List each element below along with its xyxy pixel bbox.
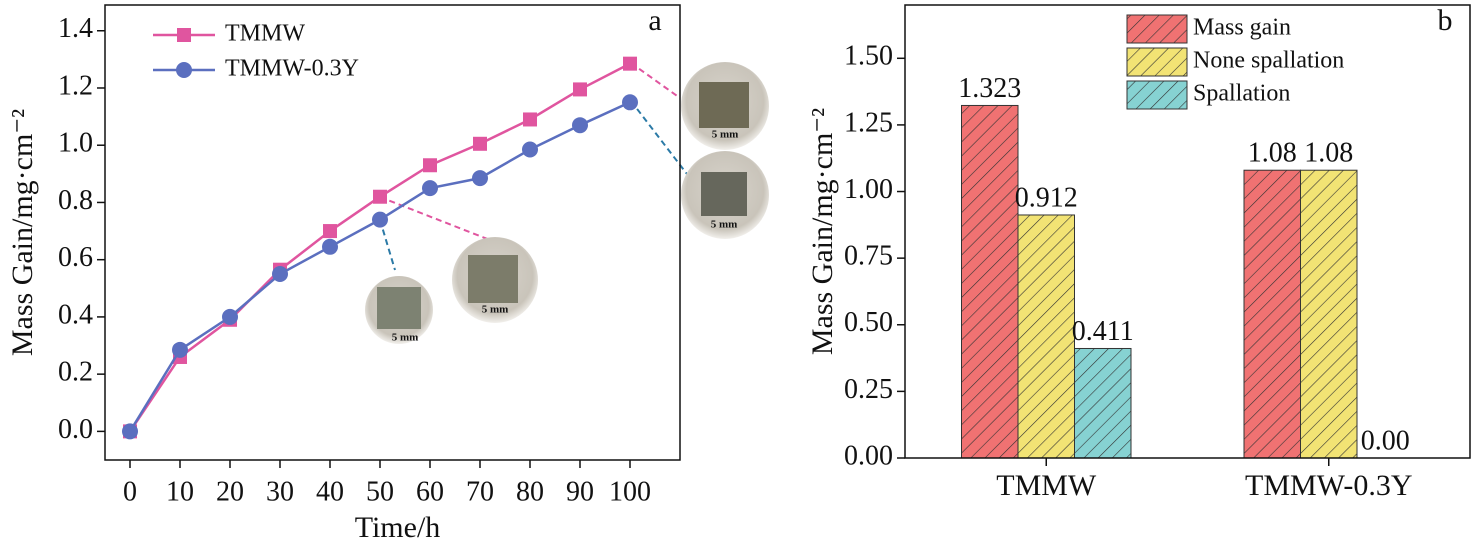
- x-tick-label: 50: [366, 476, 394, 507]
- marker: [372, 211, 388, 228]
- panel-label: b: [1438, 4, 1453, 37]
- value-label: 1.08: [1248, 138, 1297, 169]
- legend-swatch: [1126, 14, 1188, 44]
- y-tick-label: 0.0: [58, 414, 93, 445]
- x-tick-label: TMMW: [996, 469, 1097, 502]
- x-tick-label: 60: [416, 476, 444, 507]
- x-tick-label: 70: [466, 476, 494, 507]
- pointer: [630, 62, 681, 99]
- legend-label: Mass gain: [1193, 15, 1291, 41]
- legend-label: None spallation: [1193, 48, 1344, 74]
- marker: [272, 265, 288, 282]
- marker: [323, 224, 337, 239]
- y-tick-label: 0.2: [58, 357, 93, 388]
- x-tick-label: TMMW-0.3Y: [1245, 469, 1413, 502]
- x-tick-label: 100: [609, 476, 651, 507]
- value-label: 0.912: [1015, 182, 1078, 213]
- sample: [699, 82, 749, 128]
- y-tick-label: 0.25: [844, 374, 893, 405]
- sample: [701, 172, 747, 216]
- marker: [573, 82, 587, 97]
- legend-label: Spallation: [1193, 81, 1290, 107]
- y-tick-label: 1.2: [58, 70, 93, 101]
- y-tick-label: 1.00: [844, 174, 893, 205]
- x-tick-label: 80: [516, 476, 544, 507]
- marker: [122, 423, 138, 440]
- marker: [622, 94, 638, 111]
- y-tick-label: 0.8: [58, 185, 93, 216]
- panel-label: a: [648, 4, 661, 37]
- y-tick-label: 0.00: [844, 440, 893, 471]
- plot-frame: [104, 4, 681, 461]
- value-label: 1.08: [1304, 138, 1353, 169]
- y-tick-label: 1.0: [58, 128, 93, 159]
- value-label: 0.00: [1361, 425, 1410, 456]
- x-axis-title: Time/h: [355, 511, 441, 544]
- legend-marker: [177, 28, 191, 42]
- marker: [572, 117, 588, 134]
- y-tick-label: 1.4: [58, 13, 93, 44]
- pointer: [379, 219, 396, 271]
- bar: [1074, 347, 1132, 459]
- marker: [472, 170, 488, 187]
- y-tick-label: 0.75: [844, 241, 893, 272]
- marker: [422, 180, 438, 197]
- bar: [1017, 214, 1075, 459]
- bar: [1300, 169, 1358, 459]
- insets: 5 mm 5 mm 5 mm 5 mm: [365, 62, 769, 344]
- marker: [222, 308, 238, 325]
- legend-label: TMMW: [225, 21, 305, 47]
- marker: [322, 238, 338, 255]
- x-tick-label: 0: [123, 476, 137, 507]
- marker: [522, 141, 538, 158]
- bar: [961, 104, 1019, 459]
- pointer: [379, 196, 491, 241]
- marker: [172, 341, 188, 358]
- marker: [373, 189, 387, 204]
- legend-swatch: [1126, 47, 1188, 77]
- y-tick-label: 1.25: [844, 107, 893, 138]
- series-line: [128, 62, 631, 433]
- y-axis-title: Mass Gain/mg·cm⁻²: [806, 108, 839, 355]
- sample: [468, 255, 518, 303]
- scale-label: 5 mm: [711, 219, 738, 231]
- marker: [623, 56, 637, 71]
- x-tick-label: 10: [166, 476, 194, 507]
- y-tick-label: 1.50: [844, 41, 893, 72]
- marker: [473, 136, 487, 151]
- scale-label: 5 mm: [712, 129, 739, 141]
- y-axis-title: Mass Gain/mg·cm⁻²: [6, 109, 39, 356]
- y-tick-label: 0.4: [58, 299, 93, 330]
- x-tick-label: 30: [266, 476, 294, 507]
- value-label: 1.323: [958, 73, 1021, 104]
- scale-label: 5 mm: [392, 332, 419, 344]
- x-tick-label: 90: [566, 476, 594, 507]
- legend-swatch: [1126, 80, 1188, 110]
- y-tick-label: 0.50: [844, 307, 893, 338]
- series-line: [128, 101, 631, 433]
- x-tick-label: 20: [216, 476, 244, 507]
- pointer: [630, 100, 691, 179]
- plot-frame: [904, 4, 1471, 459]
- marker: [423, 158, 437, 173]
- y-tick-label: 0.6: [58, 242, 93, 273]
- value-label: 0.411: [1072, 316, 1134, 347]
- bar: [1243, 169, 1301, 459]
- legend-label: TMMW-0.3Y: [225, 56, 359, 82]
- x-tick-label: 40: [316, 476, 344, 507]
- sample: [377, 287, 421, 329]
- legend-marker: [176, 62, 192, 78]
- scale-label: 5 mm: [482, 304, 509, 316]
- marker: [523, 112, 537, 127]
